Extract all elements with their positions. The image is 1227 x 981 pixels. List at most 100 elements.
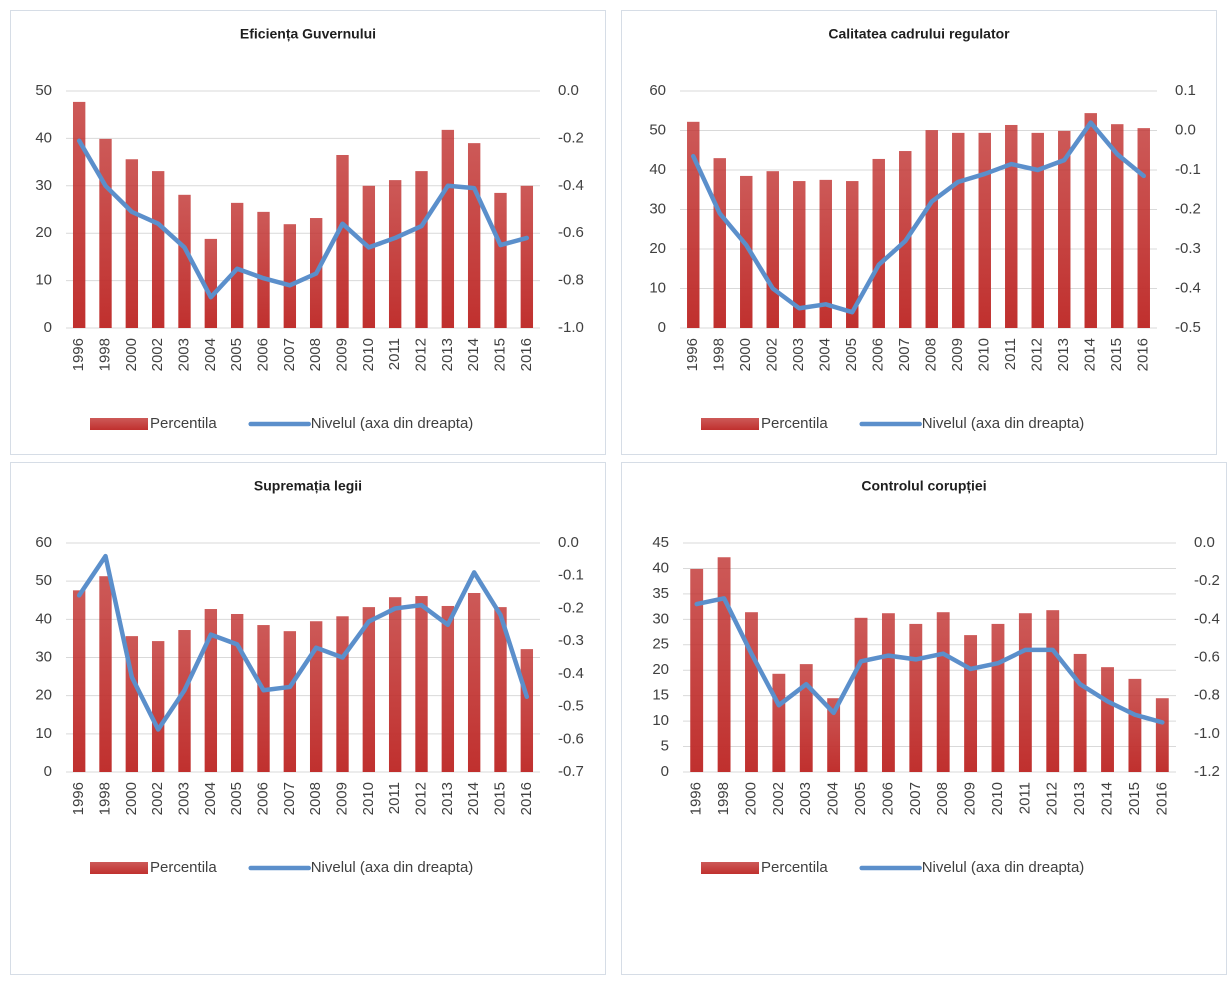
x-tick-label: 2010	[976, 338, 993, 371]
y2-tick-label: -0.3	[1175, 240, 1201, 257]
y2-tick-label: -0.1	[558, 567, 584, 584]
x-tick-label: 2000	[737, 338, 754, 371]
bar	[72, 590, 86, 772]
bar	[467, 592, 481, 772]
x-tick-label: 2016	[518, 338, 535, 371]
x-tick-label: 2009	[949, 338, 966, 371]
x-tick-label: 1998	[715, 782, 732, 815]
y2-tick-label: -0.5	[558, 698, 584, 715]
y-tick-label: 45	[652, 534, 669, 551]
x-tick-label: 2015	[491, 338, 508, 371]
x-tick-label: 2000	[742, 782, 759, 815]
chart-title: Supremația legii	[254, 478, 362, 494]
y2-tick-label: -0.2	[558, 599, 584, 616]
x-tick-label: 2008	[923, 338, 940, 371]
y-tick-label: 50	[35, 572, 52, 589]
y2-tick-label: -0.4	[558, 665, 584, 682]
chart-title: Calitatea cadrului regulator	[828, 26, 1010, 42]
y-tick-label: 35	[652, 585, 669, 602]
x-tick-label: 1996	[70, 338, 87, 371]
x-tick-label: 2005	[228, 782, 245, 815]
bar	[991, 623, 1005, 772]
y-tick-label: 30	[35, 177, 52, 194]
legend-label: Percentila	[150, 859, 217, 876]
bar	[740, 175, 753, 328]
line-series	[76, 138, 530, 300]
y-tick-label: 10	[649, 279, 666, 296]
x-tick-label: 2014	[465, 782, 482, 815]
legend-label: Nivelul (axa din dreapta)	[311, 859, 474, 876]
y-tick-label: 30	[652, 610, 669, 627]
y-tick-label: 0	[658, 319, 666, 336]
line-series	[76, 553, 530, 732]
x-tick-label: 2003	[175, 338, 192, 371]
y-tick-label: 25	[652, 636, 669, 653]
y2-tick-label: -1.2	[1194, 763, 1220, 780]
y2-tick-label: -0.6	[1194, 648, 1220, 665]
bar	[283, 631, 297, 772]
x-tick-label: 2008	[307, 782, 324, 815]
legend-label: Nivelul (axa din dreapta)	[922, 415, 1085, 432]
y2-tick-label: -0.2	[1194, 572, 1220, 589]
y-tick-label: 60	[649, 82, 666, 99]
bar	[1058, 130, 1071, 328]
y-tick-label: 5	[661, 738, 669, 755]
bar	[827, 698, 841, 772]
x-tick-label: 1998	[96, 782, 113, 815]
x-tick-label: 2002	[149, 338, 166, 371]
x-tick-label: 2015	[1126, 782, 1143, 815]
bar	[441, 129, 455, 328]
x-tick-label: 2013	[1071, 782, 1088, 815]
x-tick-label: 2002	[764, 338, 781, 371]
bar	[257, 625, 270, 772]
x-tick-label: 2000	[123, 338, 140, 371]
legend-label: Nivelul (axa din dreapta)	[922, 859, 1085, 876]
x-tick-label: 2016	[1135, 338, 1152, 371]
line-series	[691, 120, 1146, 315]
bar	[151, 171, 165, 328]
y2-tick-label: -0.3	[558, 632, 584, 649]
chart-title: Eficiența Guvernului	[240, 26, 376, 42]
bar	[713, 158, 726, 328]
x-tick-label: 2006	[254, 338, 271, 371]
y-tick-label: 15	[652, 687, 669, 704]
x-tick-label: 2003	[175, 782, 192, 815]
legend-label: Percentila	[761, 859, 828, 876]
bar	[854, 617, 868, 772]
bar	[1101, 667, 1114, 772]
bar	[978, 132, 991, 328]
bar	[819, 179, 832, 328]
chart-panel: Supremația legii 0 10 20 30 40 50 60 0.0 -0.1 -0.2…	[10, 462, 606, 975]
chart-panel: Calitatea cadrului regulator 0 10 20 30 40 50 6…	[621, 10, 1217, 455]
bar	[283, 224, 297, 328]
legend-swatch	[90, 418, 148, 430]
x-tick-label: 1998	[711, 338, 728, 371]
bar	[881, 613, 895, 772]
bar	[964, 635, 978, 772]
panel-border	[621, 10, 1217, 455]
y-tick-label: 20	[649, 240, 666, 257]
x-tick-label: 1998	[96, 338, 113, 371]
x-tick-label: 2011	[1016, 782, 1033, 814]
y-tick-label: 40	[35, 610, 52, 627]
bar	[1018, 613, 1032, 772]
bar	[690, 568, 704, 772]
x-tick-label: 2012	[1029, 338, 1046, 371]
x-tick-label: 2006	[879, 782, 896, 815]
bar	[72, 101, 86, 328]
bar	[178, 630, 191, 772]
x-tick-label: 2007	[896, 338, 913, 371]
y2-tick-label: -0.7	[558, 763, 584, 780]
bar	[336, 616, 349, 772]
y2-tick-label: -0.2	[558, 129, 584, 146]
bar	[1046, 610, 1060, 772]
bar	[1005, 124, 1018, 328]
y-tick-label: 40	[652, 559, 669, 576]
y2-tick-label: -0.4	[558, 177, 584, 194]
bar	[388, 180, 402, 328]
bar	[494, 607, 507, 772]
bar	[415, 596, 428, 772]
x-tick-label: 2005	[852, 782, 869, 815]
x-tick-label: 2014	[1082, 338, 1099, 371]
